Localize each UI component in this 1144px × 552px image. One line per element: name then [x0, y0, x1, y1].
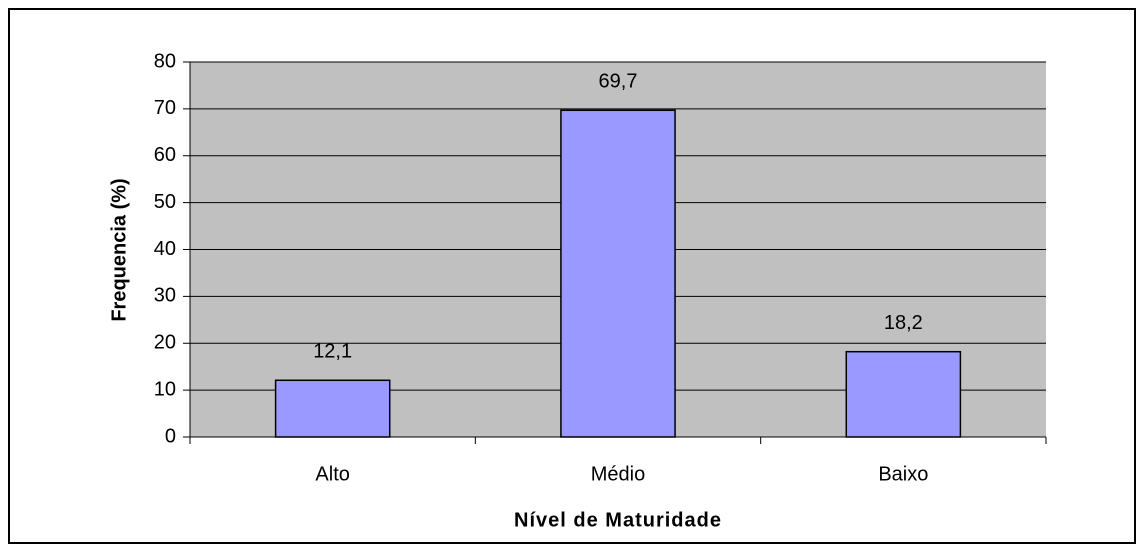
bar — [845, 350, 962, 438]
x-tick-label: Alto — [315, 463, 349, 485]
y-tick-label: 20 — [154, 332, 176, 354]
x-tick-label: Médio — [591, 463, 645, 485]
y-tick-label: 0 — [165, 425, 176, 447]
x-axis-title: Nível de Maturidade — [514, 509, 722, 531]
y-tick-label: 80 — [154, 50, 176, 72]
y-tick-label: 10 — [154, 378, 176, 400]
y-tick-label: 60 — [154, 144, 176, 166]
bar — [274, 379, 391, 438]
y-tick-label: 70 — [154, 97, 176, 119]
data-label: 12,1 — [313, 341, 352, 363]
data-label: 18,2 — [884, 312, 923, 334]
data-label: 69,7 — [599, 71, 638, 93]
y-axis-title: Frequencia (%) — [108, 178, 130, 321]
y-tick-label: 50 — [154, 191, 176, 213]
bar — [560, 109, 676, 438]
y-tick-label: 40 — [154, 238, 176, 260]
x-tick-label: Baixo — [878, 463, 928, 485]
y-tick-label: 30 — [154, 285, 176, 307]
